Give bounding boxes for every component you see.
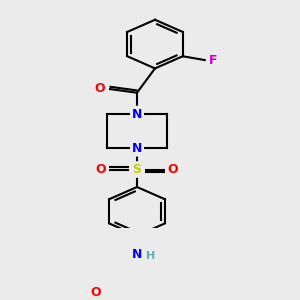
Text: H: H [146,251,156,261]
Text: S: S [133,163,142,176]
Text: N: N [132,248,142,261]
Text: O: O [95,82,105,95]
Text: N: N [132,142,142,155]
Text: F: F [208,54,217,67]
Text: O: O [96,163,106,176]
Text: N: N [132,107,142,121]
Text: O: O [91,286,101,299]
Text: O: O [168,163,178,176]
